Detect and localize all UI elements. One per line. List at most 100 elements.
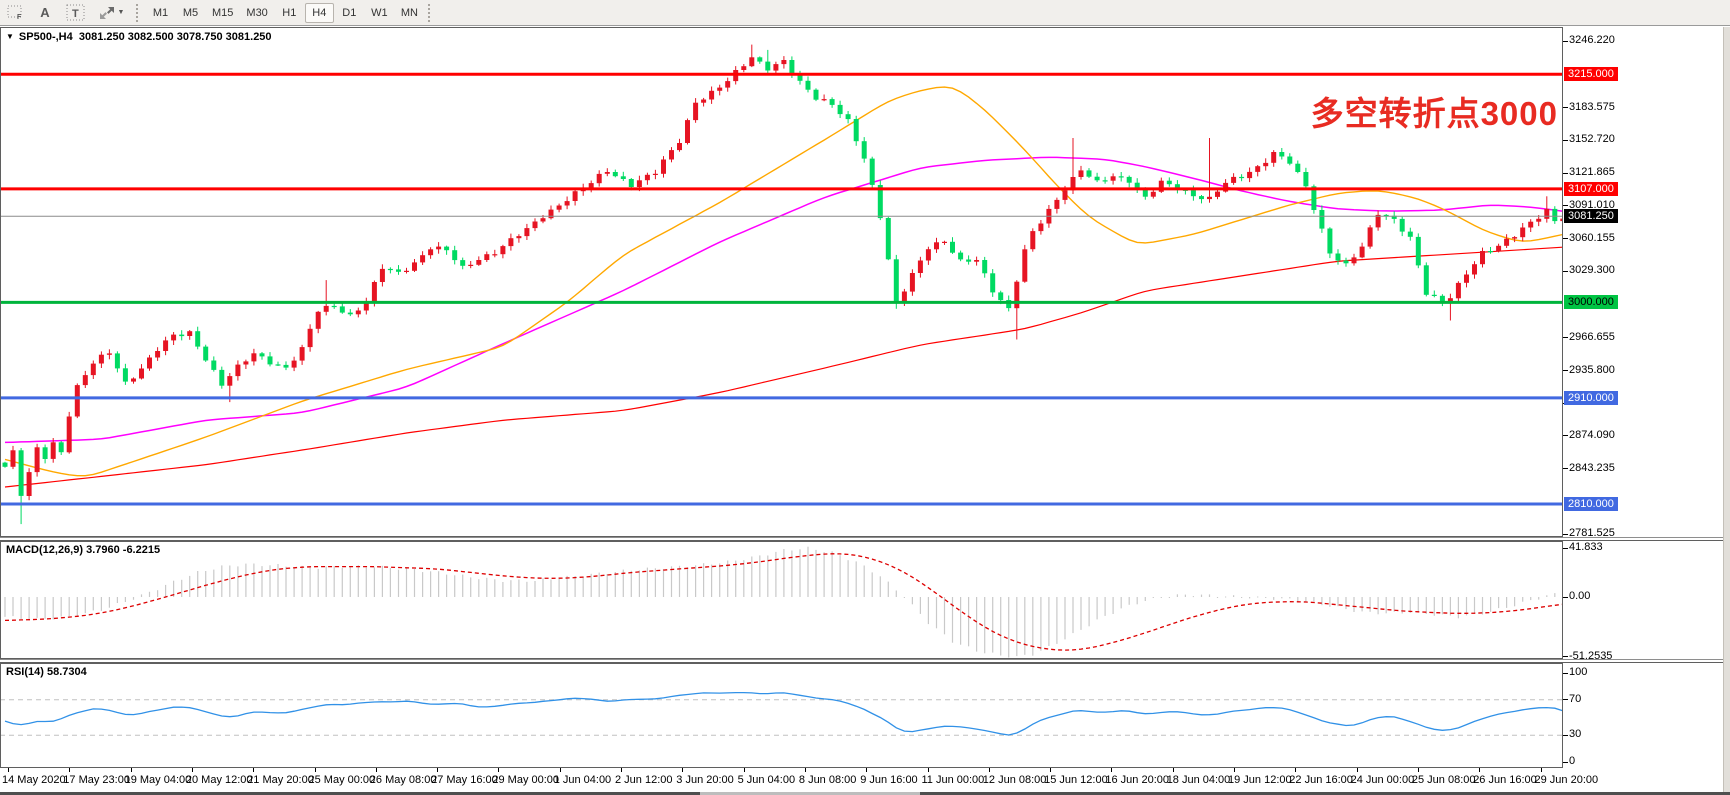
letter-a-icon: A — [40, 5, 50, 20]
price-axis-tick — [1563, 337, 1568, 339]
time-label: 26 Jun 16:00 — [1473, 774, 1537, 786]
timeframe-button-m1[interactable]: M1 — [146, 3, 175, 23]
time-axis-tick — [743, 768, 745, 772]
toolbar: F A T ▼ M1 M5 M15 M30 H1 H4 D1 W1 MN — [0, 0, 1730, 26]
timeframe-button-m15[interactable]: M15 — [206, 3, 239, 23]
font-tool-button[interactable]: A — [30, 2, 60, 24]
time-axis-tick — [988, 768, 990, 772]
macd-panel[interactable] — [0, 541, 1563, 659]
time-axis-tick — [1172, 768, 1174, 772]
time-label: 19 May 04:00 — [124, 774, 192, 786]
time-axis-tick — [314, 768, 316, 772]
chart-window: ▼ SP500-,H4 3081.250 3082.500 3078.750 30… — [0, 27, 1730, 795]
price-level-badge: 2910.000 — [1564, 390, 1618, 405]
macd-axis-label: 41.833 — [1569, 541, 1603, 554]
svg-text:F: F — [17, 14, 22, 20]
rsi-line — [4, 691, 1563, 736]
price-axis-label: 3121.865 — [1569, 166, 1615, 179]
timeframe-button-m30[interactable]: M30 — [240, 3, 273, 23]
time-label: 18 Jun 04:00 — [1166, 774, 1231, 786]
time-axis-tick — [130, 768, 132, 772]
time-axis-tick — [1295, 768, 1297, 772]
chart-dropdown-icon[interactable]: ▼ — [6, 32, 14, 41]
rsi-label: RSI(14) 58.7304 — [6, 666, 87, 678]
toolbar-grip[interactable] — [136, 3, 143, 22]
price-axis-label: 2874.090 — [1569, 428, 1615, 441]
time-label: 21 May 20:00 — [247, 774, 314, 786]
grid-snap-tool-button[interactable]: F — [0, 2, 30, 24]
time-axis-tick — [498, 768, 500, 772]
macd-axis-label: 0.00 — [1569, 590, 1591, 602]
rsi-axis-tick — [1563, 699, 1568, 701]
arrows-tool-button[interactable]: ▼ — [90, 2, 132, 24]
rsi-axis-tick — [1563, 672, 1568, 674]
time-axis-tick — [682, 768, 684, 772]
macd-histogram — [4, 546, 1563, 658]
timeframe-button-w1[interactable]: W1 — [365, 3, 394, 23]
chevron-down-icon: ▼ — [117, 9, 125, 16]
time-axis-tick — [1234, 768, 1235, 772]
time-axis-tick — [804, 768, 806, 772]
price-axis-tick — [1563, 270, 1568, 272]
time-axis-tick — [69, 768, 71, 772]
timeframe-button-mn[interactable]: MN — [395, 3, 424, 23]
time-label: 29 Jun 20:00 — [1534, 774, 1599, 786]
time-axis-tick — [191, 768, 193, 772]
timeframe-button-h1[interactable]: H1 — [275, 3, 304, 23]
time-axis-tick — [866, 768, 868, 772]
time-label: 26 May 08:00 — [369, 774, 437, 786]
price-axis-label: 3091.010 — [1569, 198, 1615, 211]
time-axis-tick — [1050, 768, 1052, 772]
timeframe-button-d1[interactable]: D1 — [335, 3, 364, 23]
price-level-badge: 3107.000 — [1564, 181, 1618, 196]
main-price-chart[interactable] — [0, 27, 1563, 537]
time-label: 3 Jun 20:00 — [676, 774, 734, 786]
rsi-axis-label: 70 — [1569, 692, 1582, 705]
time-label: 27 May 16:00 — [431, 774, 498, 786]
timeframe-button-m5[interactable]: M5 — [176, 3, 205, 23]
time-label: 25 Jun 08:00 — [1411, 774, 1476, 786]
price-axis-label: 3060.155 — [1569, 231, 1615, 244]
ma-mid-magenta-line — [4, 156, 1563, 444]
time-axis-tick — [1479, 768, 1481, 772]
price-axis-tick — [1563, 533, 1568, 535]
time-axis-tick — [1111, 768, 1113, 772]
time-label: 14 May 2020 — [2, 774, 66, 786]
chart-title[interactable]: ▼ SP500-,H4 3081.250 3082.500 3078.750 30… — [6, 31, 272, 43]
time-label: 11 Jun 00:00 — [921, 774, 985, 786]
rsi-axis-tick — [1563, 734, 1568, 736]
text-label-tool-button[interactable]: T — [60, 2, 90, 24]
rsi-axis-label: 100 — [1569, 666, 1588, 678]
time-axis-tick — [8, 768, 9, 772]
macd-axis-label: -51.2535 — [1569, 649, 1613, 662]
panel-splitter[interactable] — [0, 659, 1730, 663]
price-axis-label: 2935.800 — [1569, 363, 1615, 376]
rsi-axis-tick — [1563, 761, 1568, 763]
price-level-badge: 2810.000 — [1564, 496, 1618, 511]
time-label: 2 Jun 12:00 — [615, 774, 673, 786]
price-axis-tick — [1563, 238, 1568, 240]
macd-label: MACD(12,26,9) 3.7960 -6.2215 — [6, 544, 161, 556]
candlesticks — [2, 44, 1563, 525]
rsi-axis-label: 0 — [1569, 755, 1576, 767]
letter-t-glyph: T — [72, 8, 79, 20]
ohlc-values: 3081.250 3082.500 3078.750 3081.250 — [78, 31, 272, 43]
price-axis-label: 3183.575 — [1569, 100, 1615, 113]
toolbar-grip[interactable] — [427, 3, 435, 22]
window-bottom-border — [0, 792, 1730, 795]
time-label: 24 Jun 00:00 — [1350, 774, 1415, 786]
time-label: 20 May 12:00 — [185, 774, 253, 786]
macd-signal-line — [4, 553, 1563, 651]
price-level-badge: 3215.000 — [1564, 67, 1618, 82]
time-label: 22 Jun 16:00 — [1289, 774, 1353, 786]
time-axis-tick — [559, 768, 561, 772]
timeframe-button-h4[interactable]: H4 — [304, 2, 334, 23]
rsi-axis-label: 30 — [1569, 728, 1582, 741]
ma-fast-orange-line — [4, 86, 1563, 477]
panel-splitter[interactable] — [0, 537, 1730, 541]
time-axis-tick — [1540, 768, 1542, 772]
rsi-panel[interactable] — [0, 663, 1563, 768]
time-label: 8 Jun 08:00 — [798, 774, 857, 786]
time-axis-tick — [927, 768, 929, 772]
